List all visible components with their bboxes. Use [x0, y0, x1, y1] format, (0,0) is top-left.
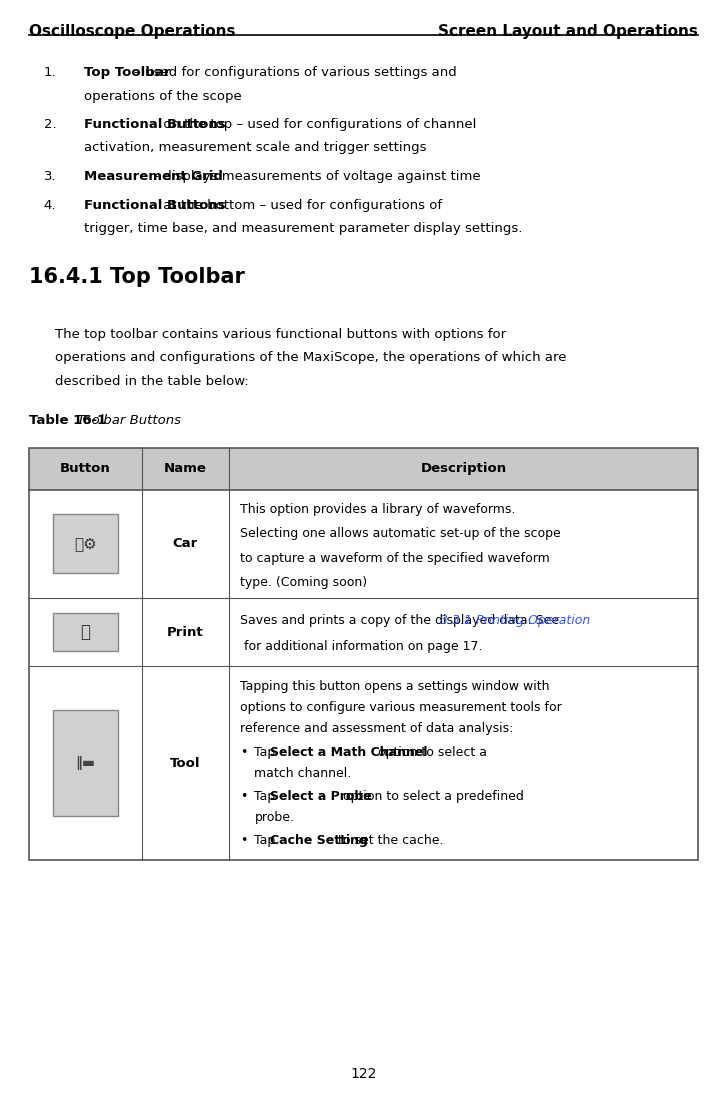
Text: 🖨: 🖨 — [81, 623, 90, 641]
Text: 2.: 2. — [44, 118, 56, 131]
Text: Tap: Tap — [254, 790, 280, 803]
Text: The top toolbar contains various functional buttons with options for: The top toolbar contains various functio… — [55, 328, 506, 341]
Text: 16.4.1 Top Toolbar: 16.4.1 Top Toolbar — [29, 267, 245, 287]
Text: match channel.: match channel. — [254, 767, 352, 780]
Text: described in the table below:: described in the table below: — [55, 375, 249, 388]
Text: 1.: 1. — [44, 66, 56, 80]
Text: Screen Layout and Operations: Screen Layout and Operations — [438, 24, 698, 40]
Text: ‖▬: ‖▬ — [76, 756, 95, 770]
FancyBboxPatch shape — [52, 709, 118, 817]
Text: Top Toolbar: Top Toolbar — [84, 66, 170, 80]
Text: Functional Buttons: Functional Buttons — [84, 118, 225, 131]
Text: •: • — [240, 834, 247, 848]
FancyBboxPatch shape — [29, 490, 698, 598]
Text: on the top – used for configurations of channel: on the top – used for configurations of … — [158, 118, 476, 131]
Text: Measurement Grid: Measurement Grid — [84, 170, 222, 183]
FancyBboxPatch shape — [29, 666, 698, 860]
Text: Select a Math Channel: Select a Math Channel — [270, 746, 427, 759]
Text: Oscilloscope Operations: Oscilloscope Operations — [29, 24, 236, 40]
Text: Selecting one allows automatic set-up of the scope: Selecting one allows automatic set-up of… — [240, 527, 561, 540]
Text: This option provides a library of waveforms.: This option provides a library of wavefo… — [240, 503, 515, 516]
Text: option to select a predefined: option to select a predefined — [340, 790, 524, 803]
Text: Cache Setting: Cache Setting — [270, 834, 368, 848]
Text: Tap: Tap — [254, 746, 280, 759]
Text: Select a Probe: Select a Probe — [270, 790, 372, 803]
FancyBboxPatch shape — [29, 598, 698, 666]
Text: 4.: 4. — [44, 199, 56, 212]
Text: Name: Name — [164, 462, 206, 475]
Text: Description: Description — [420, 462, 507, 475]
FancyBboxPatch shape — [52, 514, 118, 573]
Text: Tapping this button opens a settings window with: Tapping this button opens a settings win… — [240, 680, 550, 693]
Text: Print: Print — [167, 625, 204, 639]
Text: Saves and prints a copy of the displayed data. See: Saves and prints a copy of the displayed… — [240, 614, 563, 628]
Text: activation, measurement scale and trigger settings: activation, measurement scale and trigge… — [84, 141, 426, 155]
Text: - displays measurements of voltage against time: - displays measurements of voltage again… — [150, 170, 481, 183]
Text: Tap: Tap — [254, 834, 280, 848]
Text: for additional information on page 17.: for additional information on page 17. — [240, 640, 483, 653]
Text: operations and configurations of the MaxiScope, the operations of which are: operations and configurations of the Max… — [55, 351, 566, 365]
Text: Tool: Tool — [170, 757, 201, 769]
Text: •: • — [240, 746, 247, 759]
Text: trigger, time base, and measurement parameter display settings.: trigger, time base, and measurement para… — [84, 222, 522, 235]
FancyBboxPatch shape — [29, 448, 698, 490]
Text: operations of the scope: operations of the scope — [84, 90, 241, 103]
Text: 122: 122 — [350, 1066, 377, 1081]
FancyBboxPatch shape — [52, 613, 118, 651]
Text: Toolbar Buttons: Toolbar Buttons — [77, 414, 181, 428]
Text: Table 16-1: Table 16-1 — [29, 414, 111, 428]
Text: – used for configurations of various settings and: – used for configurations of various set… — [129, 66, 457, 80]
Text: options to configure various measurement tools for: options to configure various measurement… — [240, 701, 562, 714]
Text: 🚗⚙: 🚗⚙ — [74, 536, 97, 551]
Text: to capture a waveform of the specified waveform: to capture a waveform of the specified w… — [240, 551, 550, 565]
Text: •: • — [240, 790, 247, 803]
Text: 3.3.1 Printing Operation: 3.3.1 Printing Operation — [440, 614, 590, 628]
Text: type. (Coming soon): type. (Coming soon) — [240, 576, 367, 589]
Text: at the bottom – used for configurations of: at the bottom – used for configurations … — [158, 199, 442, 212]
Text: reference and assessment of data analysis:: reference and assessment of data analysi… — [240, 722, 513, 735]
Text: Car: Car — [173, 537, 198, 550]
Text: probe.: probe. — [254, 811, 294, 824]
Text: Button: Button — [60, 462, 111, 475]
Text: to set the cache.: to set the cache. — [334, 834, 444, 848]
Text: 3.: 3. — [44, 170, 56, 183]
Text: Functional Buttons: Functional Buttons — [84, 199, 225, 212]
Text: option to select a: option to select a — [374, 746, 487, 759]
